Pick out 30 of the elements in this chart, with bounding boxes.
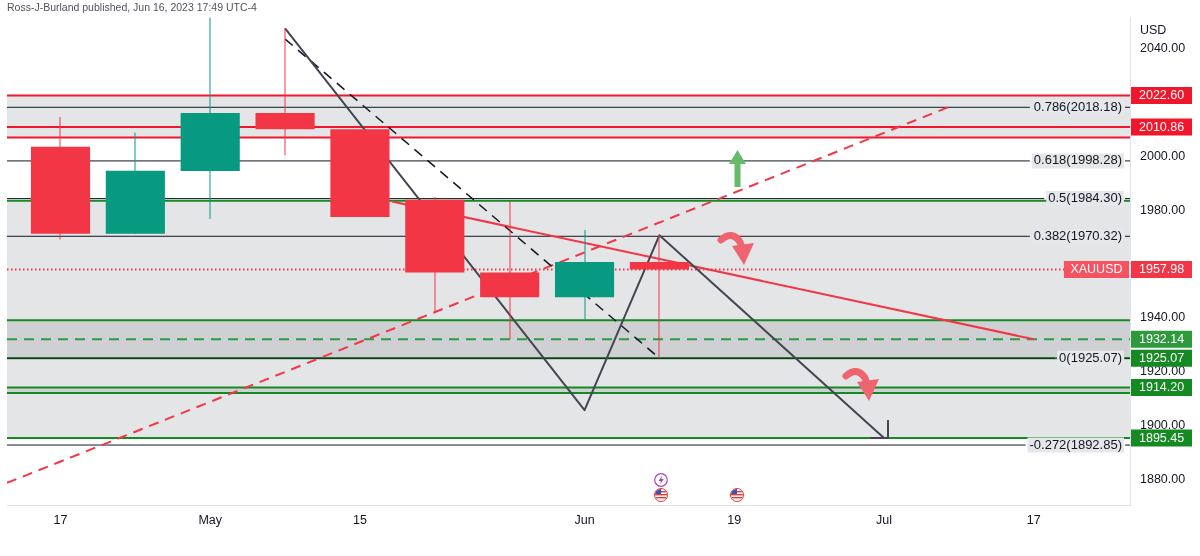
x-tick-label: 15 [352, 512, 367, 527]
annotation: XAUUSD [1070, 262, 1123, 277]
ref-line-label: 2010.86 [1139, 119, 1185, 134]
ref-line-label: 2022.60 [1139, 88, 1185, 103]
ref-line-label: 1925.07 [1139, 351, 1185, 366]
x-tick-label: Jul [876, 512, 892, 527]
y-tick-label: 1900.00 [1140, 418, 1186, 433]
ref-line-label: 0.5(1984.30) [1048, 190, 1122, 206]
ref-line-label: 1914.20 [1139, 380, 1185, 395]
y-tick-label: 1980.00 [1140, 202, 1186, 217]
y-tick-label: 2040.00 [1140, 40, 1186, 55]
x-tick-label: 19 [727, 512, 742, 527]
y-axis-title: USD [1140, 22, 1167, 37]
ref-line-label: 1957.98 [1139, 262, 1185, 277]
ref-line-label: 0.786(2018.18) [1033, 98, 1122, 114]
y-tick-label: 1920.00 [1140, 364, 1186, 379]
x-tick-label: May [198, 512, 223, 527]
y-tick-label: 2000.00 [1140, 148, 1186, 163]
y-tick-label: 1880.00 [1140, 472, 1186, 487]
ref-line-label: 0(1925.07) [1059, 349, 1122, 365]
ref-line-label: 0.618(1998.28) [1033, 152, 1122, 168]
x-tick-label: 17 [53, 512, 68, 527]
ref-line-label: -0.272(1892.85) [1029, 436, 1122, 452]
x-tick-label: 17 [1026, 512, 1041, 527]
ref-line-label: 0.382(1970.32) [1033, 227, 1122, 243]
ref-line-label: 1895.45 [1139, 430, 1185, 445]
y-tick-label: 1940.00 [1140, 310, 1186, 325]
ref-line-label: 1932.14 [1139, 332, 1185, 347]
x-tick-label: Jun [574, 512, 595, 527]
text: Ross-J-Burland published, Jun 16, 2023 17:49 UTC-4 [7, 1, 257, 14]
